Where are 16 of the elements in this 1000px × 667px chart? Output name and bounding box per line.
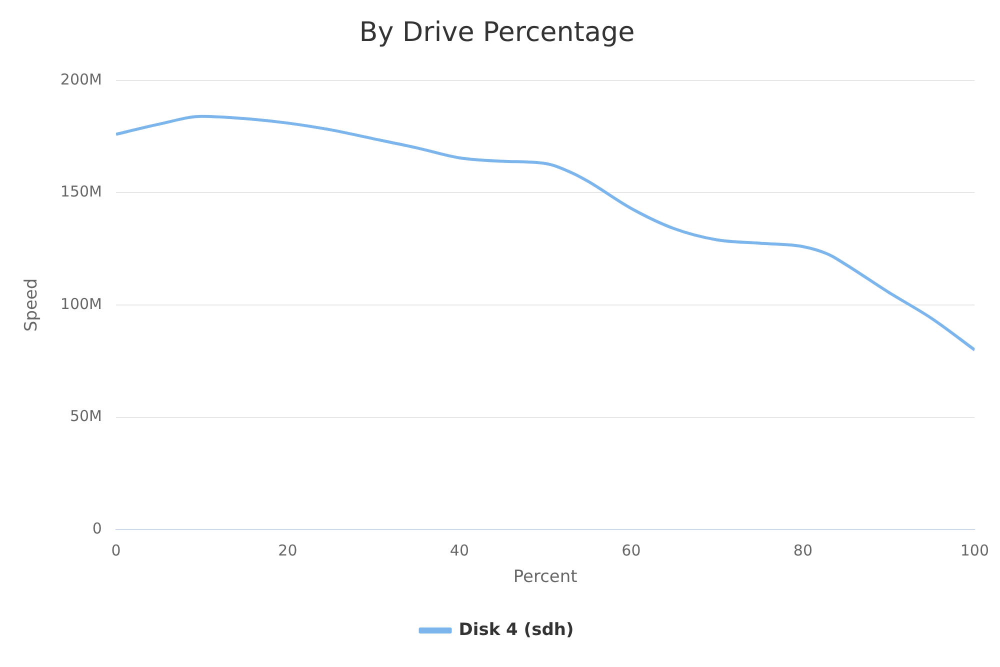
- y-tick-label: 200M: [60, 70, 102, 88]
- chart-title: By Drive Percentage: [359, 17, 635, 48]
- x-tick-label: 20: [278, 541, 298, 560]
- x-tick-label: 80: [793, 541, 812, 560]
- y-tick-label: 100M: [60, 294, 102, 313]
- y-tick-label: 50M: [70, 407, 102, 426]
- x-tick-label: 0: [111, 541, 121, 560]
- line-series: [116, 114, 975, 352]
- y-tick-label: 150M: [60, 182, 102, 201]
- x-tick-label: 60: [622, 541, 641, 560]
- x-axis-title: Percent: [513, 567, 578, 588]
- legend-label: Disk 4 (sdh): [458, 620, 574, 640]
- x-tick-label: 100: [960, 541, 990, 560]
- y-tick-label: 0: [92, 519, 102, 538]
- y-axis-title: Speed: [22, 278, 42, 332]
- x-tick-label: 40: [450, 541, 470, 560]
